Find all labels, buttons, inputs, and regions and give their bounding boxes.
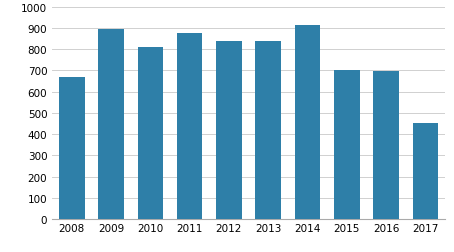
Bar	[256, 42, 281, 219]
Bar	[373, 72, 399, 219]
Bar	[138, 47, 163, 219]
Bar	[177, 34, 202, 219]
Bar	[295, 26, 320, 219]
Bar	[216, 42, 242, 219]
Bar	[413, 124, 438, 219]
Bar	[59, 78, 84, 219]
Bar	[99, 30, 124, 219]
Bar	[334, 70, 360, 219]
